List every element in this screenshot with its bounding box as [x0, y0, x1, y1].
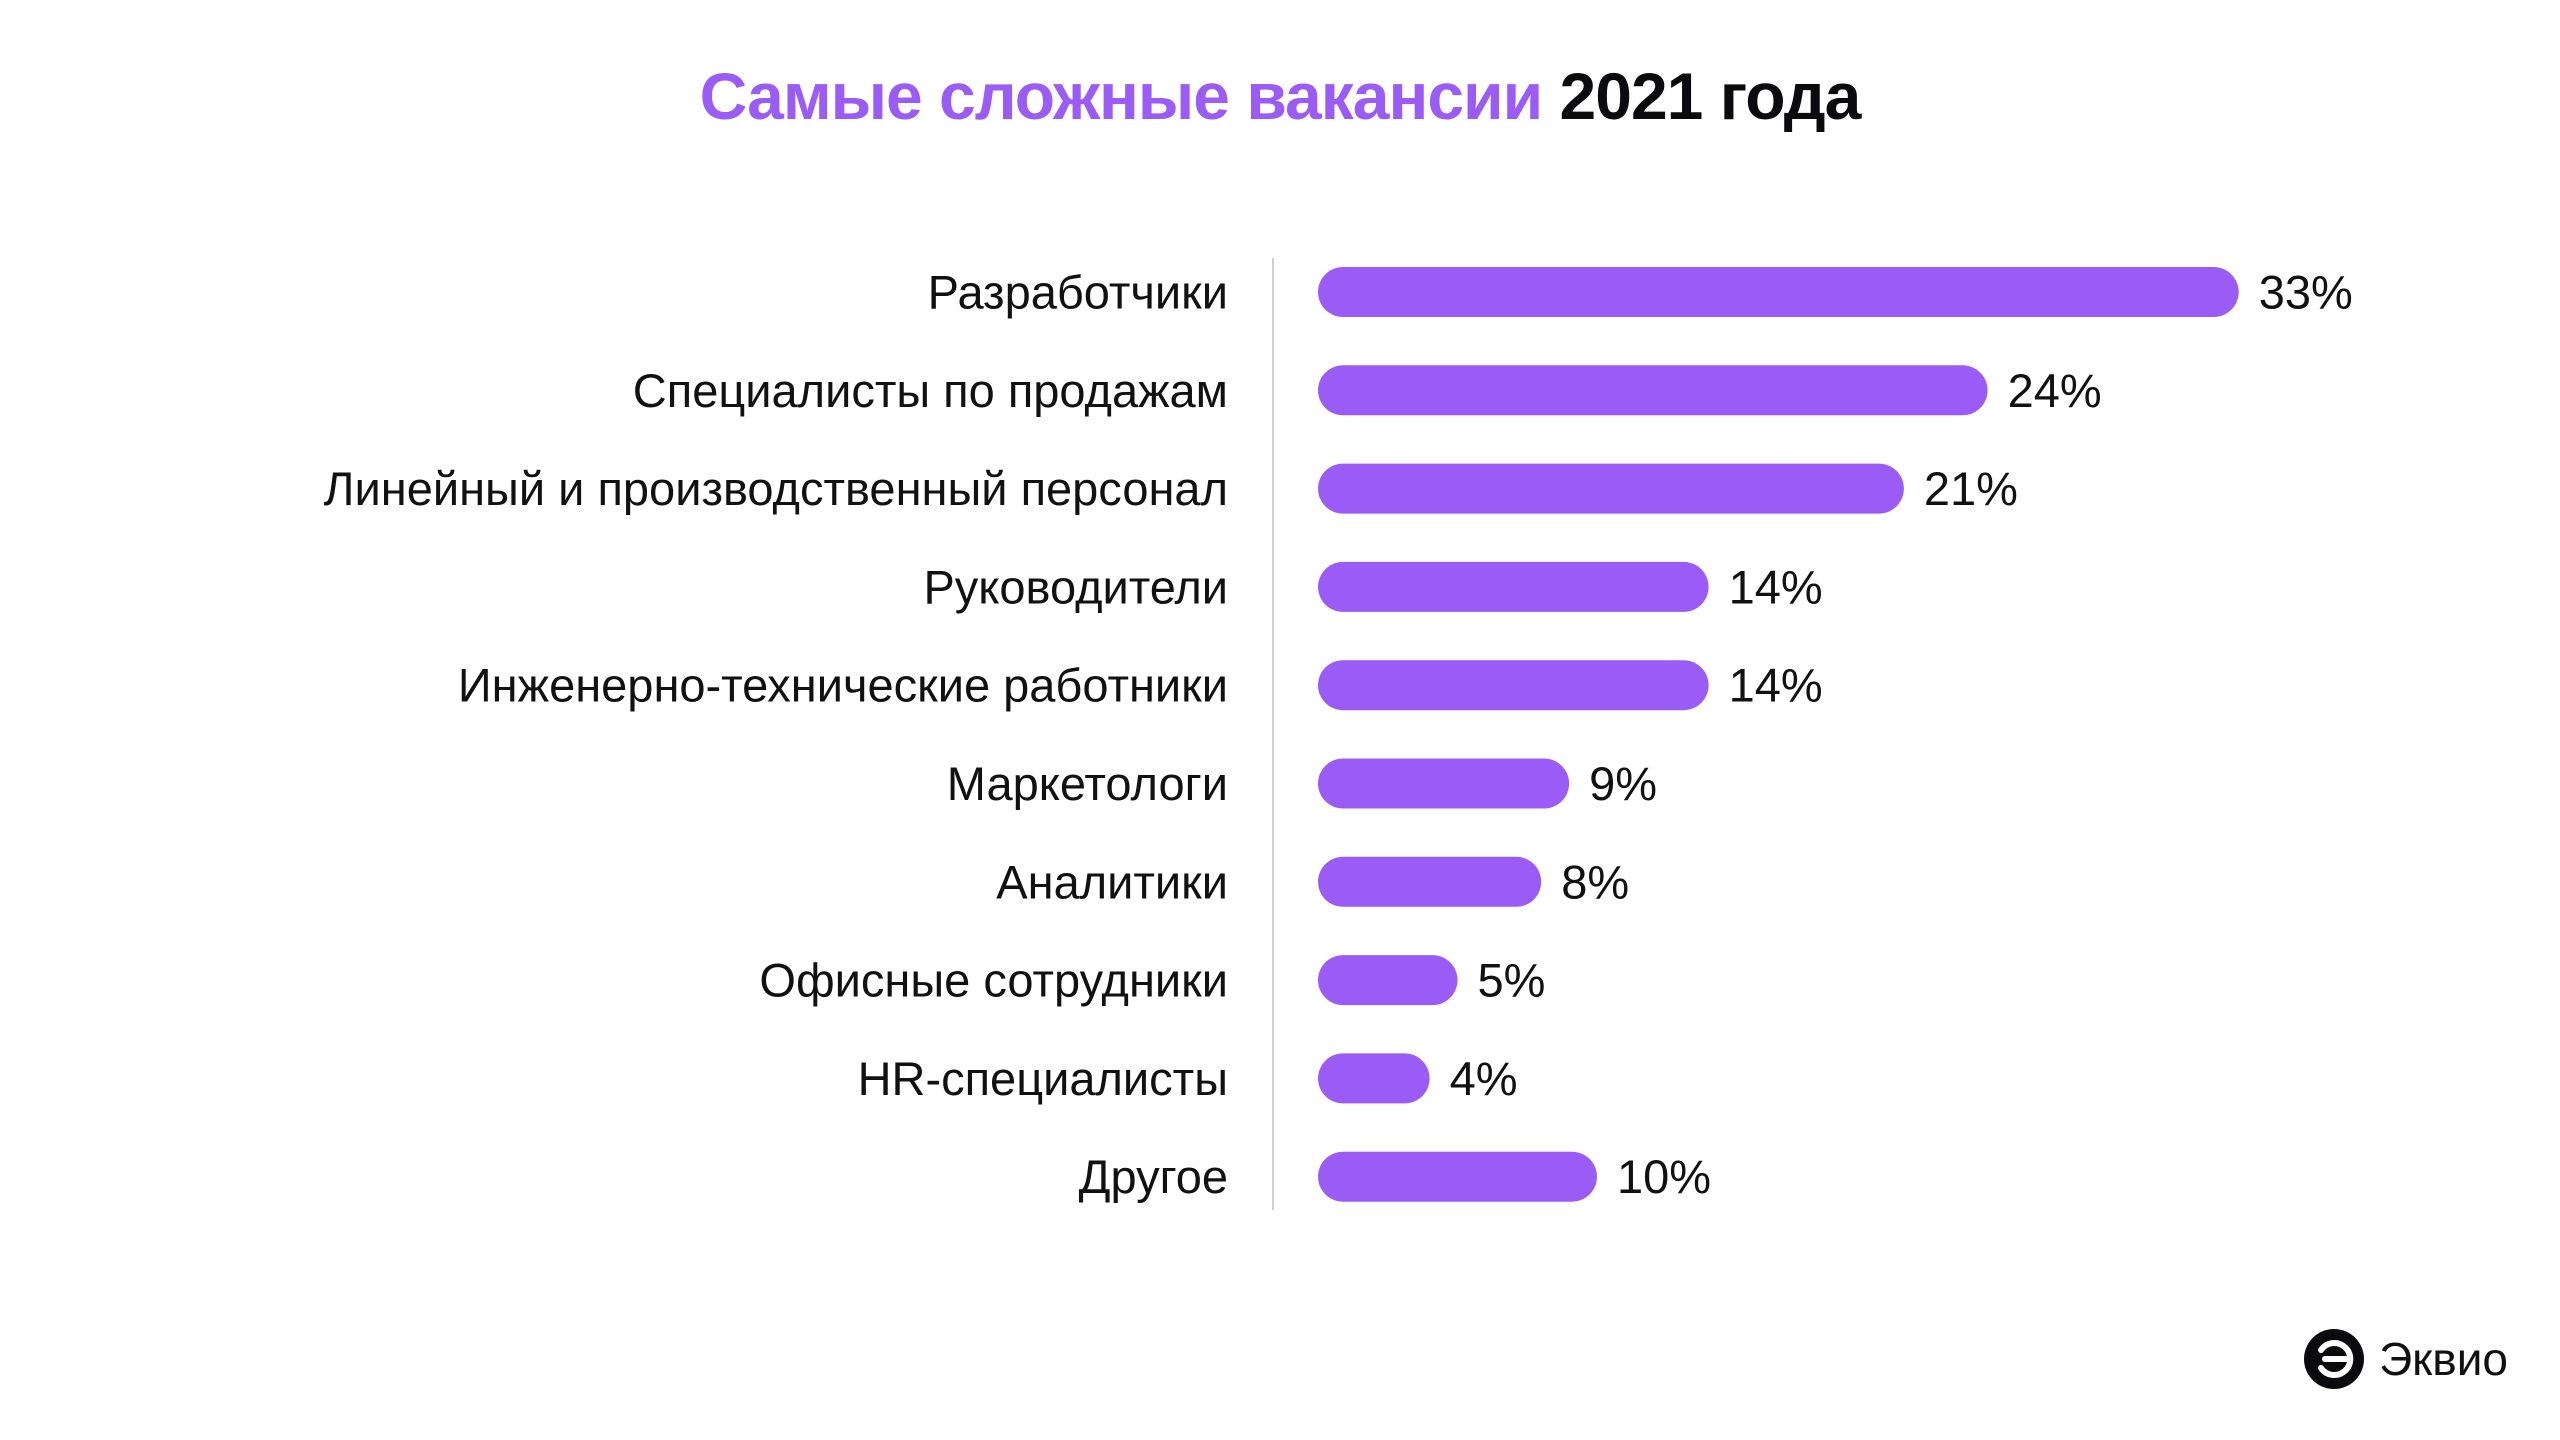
title-year: 2021 года	[1559, 59, 1862, 133]
value-label: 4%	[1450, 1052, 1518, 1105]
value-label: 33%	[2259, 266, 2353, 319]
bar	[1318, 856, 1542, 907]
brand-logo-icon	[2304, 1329, 2365, 1389]
value-label: 9%	[1589, 757, 1657, 810]
category-label: Маркетологи	[947, 757, 1228, 810]
value-label: 8%	[1561, 855, 1629, 908]
category-label: Другое	[1079, 1150, 1228, 1203]
bar	[1318, 1053, 1430, 1104]
bar	[1318, 660, 1709, 711]
chart-title: Самые сложные вакансии 2021 года	[0, 58, 2560, 134]
value-label: 14%	[1729, 659, 1823, 712]
category-label: Инженерно-технические работники	[458, 659, 1228, 712]
category-label: Специалисты по продажам	[633, 364, 1228, 417]
category-label: Аналитики	[996, 855, 1228, 908]
bar	[1318, 463, 1904, 514]
brand-logo: Эквио	[2303, 1328, 2508, 1390]
value-label: 14%	[1729, 560, 1823, 613]
category-label: Линейный и производственный персонал	[324, 462, 1228, 515]
value-label: 5%	[1478, 954, 1546, 1007]
bar	[1318, 758, 1570, 809]
bar	[1318, 1151, 1597, 1202]
category-label: HR-специалисты	[858, 1052, 1228, 1105]
value-label: 10%	[1617, 1150, 1711, 1203]
bar	[1318, 365, 1988, 416]
bar	[1318, 561, 1709, 612]
category-label: Офисные сотрудники	[759, 954, 1228, 1007]
brand-name: Эквио	[2379, 1333, 2508, 1385]
bar	[1318, 955, 1458, 1006]
title-accent: Самые сложные вакансии	[699, 59, 1544, 133]
bar	[1318, 267, 2239, 317]
category-label: Разработчики	[928, 266, 1228, 319]
value-label: 21%	[1924, 462, 2018, 515]
value-label: 24%	[2008, 364, 2102, 417]
bar-chart: Разработчики 33% Специалисты по продажам 24…	[324, 258, 2353, 1210]
category-label: Руководители	[923, 560, 1228, 613]
